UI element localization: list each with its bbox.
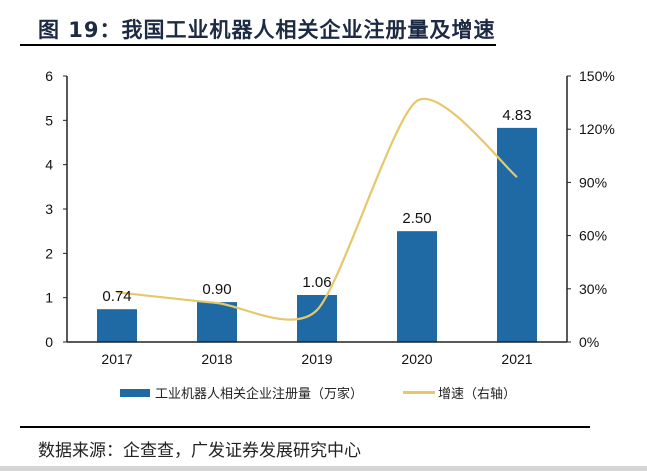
bar-data-label: 0.90 (202, 281, 231, 298)
right-tick-label: 150% (579, 68, 615, 84)
right-tick-label: 30% (579, 281, 607, 297)
title-rule (20, 44, 496, 46)
footer-bar (0, 466, 647, 471)
bar-data-label: 1.06 (302, 274, 331, 291)
figure-title: 图 19：我国工业机器人相关企业注册量及增速 (38, 18, 496, 42)
bar-data-label: 2.50 (402, 210, 431, 227)
legend-bar-swatch (120, 388, 150, 397)
left-tick-label: 5 (45, 112, 53, 128)
bar-2020 (397, 231, 437, 342)
x-tick-label: 2019 (301, 351, 332, 367)
left-tick-label: 0 (45, 334, 53, 350)
legend: 工业机器人相关企业注册量（万家） 增速（右轴） (120, 383, 516, 402)
right-tick-label: 0% (579, 334, 599, 350)
growth-line (116, 97, 518, 321)
source-note: 数据来源：企查查，广发证券发展研究中心 (38, 441, 361, 461)
left-tick-label: 3 (45, 201, 53, 217)
left-tick-label: 2 (45, 245, 53, 261)
legend-line-label: 增速（右轴） (438, 387, 517, 402)
legend-bar-label: 工业机器人相关企业注册量（万家） (155, 387, 364, 402)
right-tick-label: 120% (579, 121, 615, 137)
x-tick-label: 2017 (101, 351, 132, 367)
right-tick-label: 90% (579, 174, 607, 190)
bar-2017 (97, 309, 137, 342)
x-tick-label: 2020 (401, 351, 432, 367)
bar-data-label: 4.83 (502, 107, 531, 124)
x-tick-label: 2021 (501, 351, 532, 367)
x-tick-label: 2018 (201, 351, 232, 367)
bar-2021 (497, 127, 537, 343)
bar-data-label: 0.74 (102, 288, 131, 305)
left-tick-label: 4 (45, 157, 53, 173)
right-tick-label: 60% (579, 228, 607, 244)
legend-line-swatch (403, 391, 436, 394)
source-rule (20, 426, 590, 428)
bar-2018 (197, 302, 237, 342)
left-tick-label: 1 (45, 290, 53, 306)
left-tick-label: 6 (45, 68, 53, 84)
